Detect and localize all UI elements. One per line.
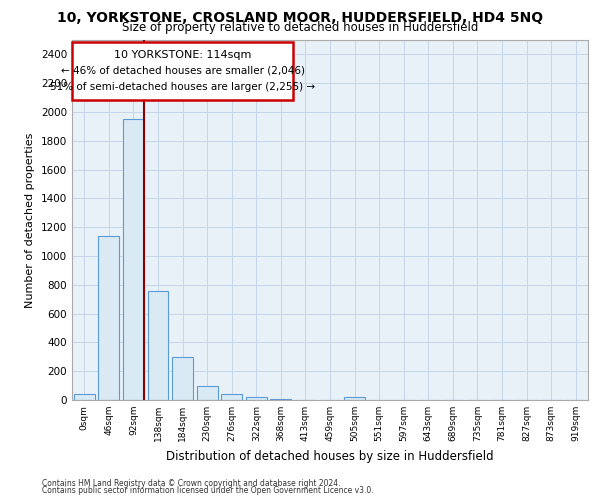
Text: 10, YORKSTONE, CROSLAND MOOR, HUDDERSFIELD, HD4 5NQ: 10, YORKSTONE, CROSLAND MOOR, HUDDERSFIE… xyxy=(57,11,543,25)
Bar xyxy=(123,119,144,400)
Bar xyxy=(221,394,242,400)
Y-axis label: Number of detached properties: Number of detached properties xyxy=(25,132,35,308)
Bar xyxy=(271,398,292,400)
Text: 51% of semi-detached houses are larger (2,255) →: 51% of semi-detached houses are larger (… xyxy=(50,82,316,92)
Bar xyxy=(74,394,95,400)
Bar xyxy=(98,236,119,400)
X-axis label: Distribution of detached houses by size in Huddersfield: Distribution of detached houses by size … xyxy=(166,450,494,462)
Bar xyxy=(344,397,365,400)
Bar xyxy=(172,357,193,400)
Bar xyxy=(246,397,267,400)
Text: Contains HM Land Registry data © Crown copyright and database right 2024.: Contains HM Land Registry data © Crown c… xyxy=(42,478,341,488)
Text: Size of property relative to detached houses in Huddersfield: Size of property relative to detached ho… xyxy=(122,22,478,35)
Text: Contains public sector information licensed under the Open Government Licence v3: Contains public sector information licen… xyxy=(42,486,374,495)
Text: 10 YORKSTONE: 114sqm: 10 YORKSTONE: 114sqm xyxy=(114,50,251,60)
FancyBboxPatch shape xyxy=(73,42,293,100)
Bar xyxy=(148,290,169,400)
Bar xyxy=(197,386,218,400)
Text: ← 46% of detached houses are smaller (2,046): ← 46% of detached houses are smaller (2,… xyxy=(61,66,305,76)
